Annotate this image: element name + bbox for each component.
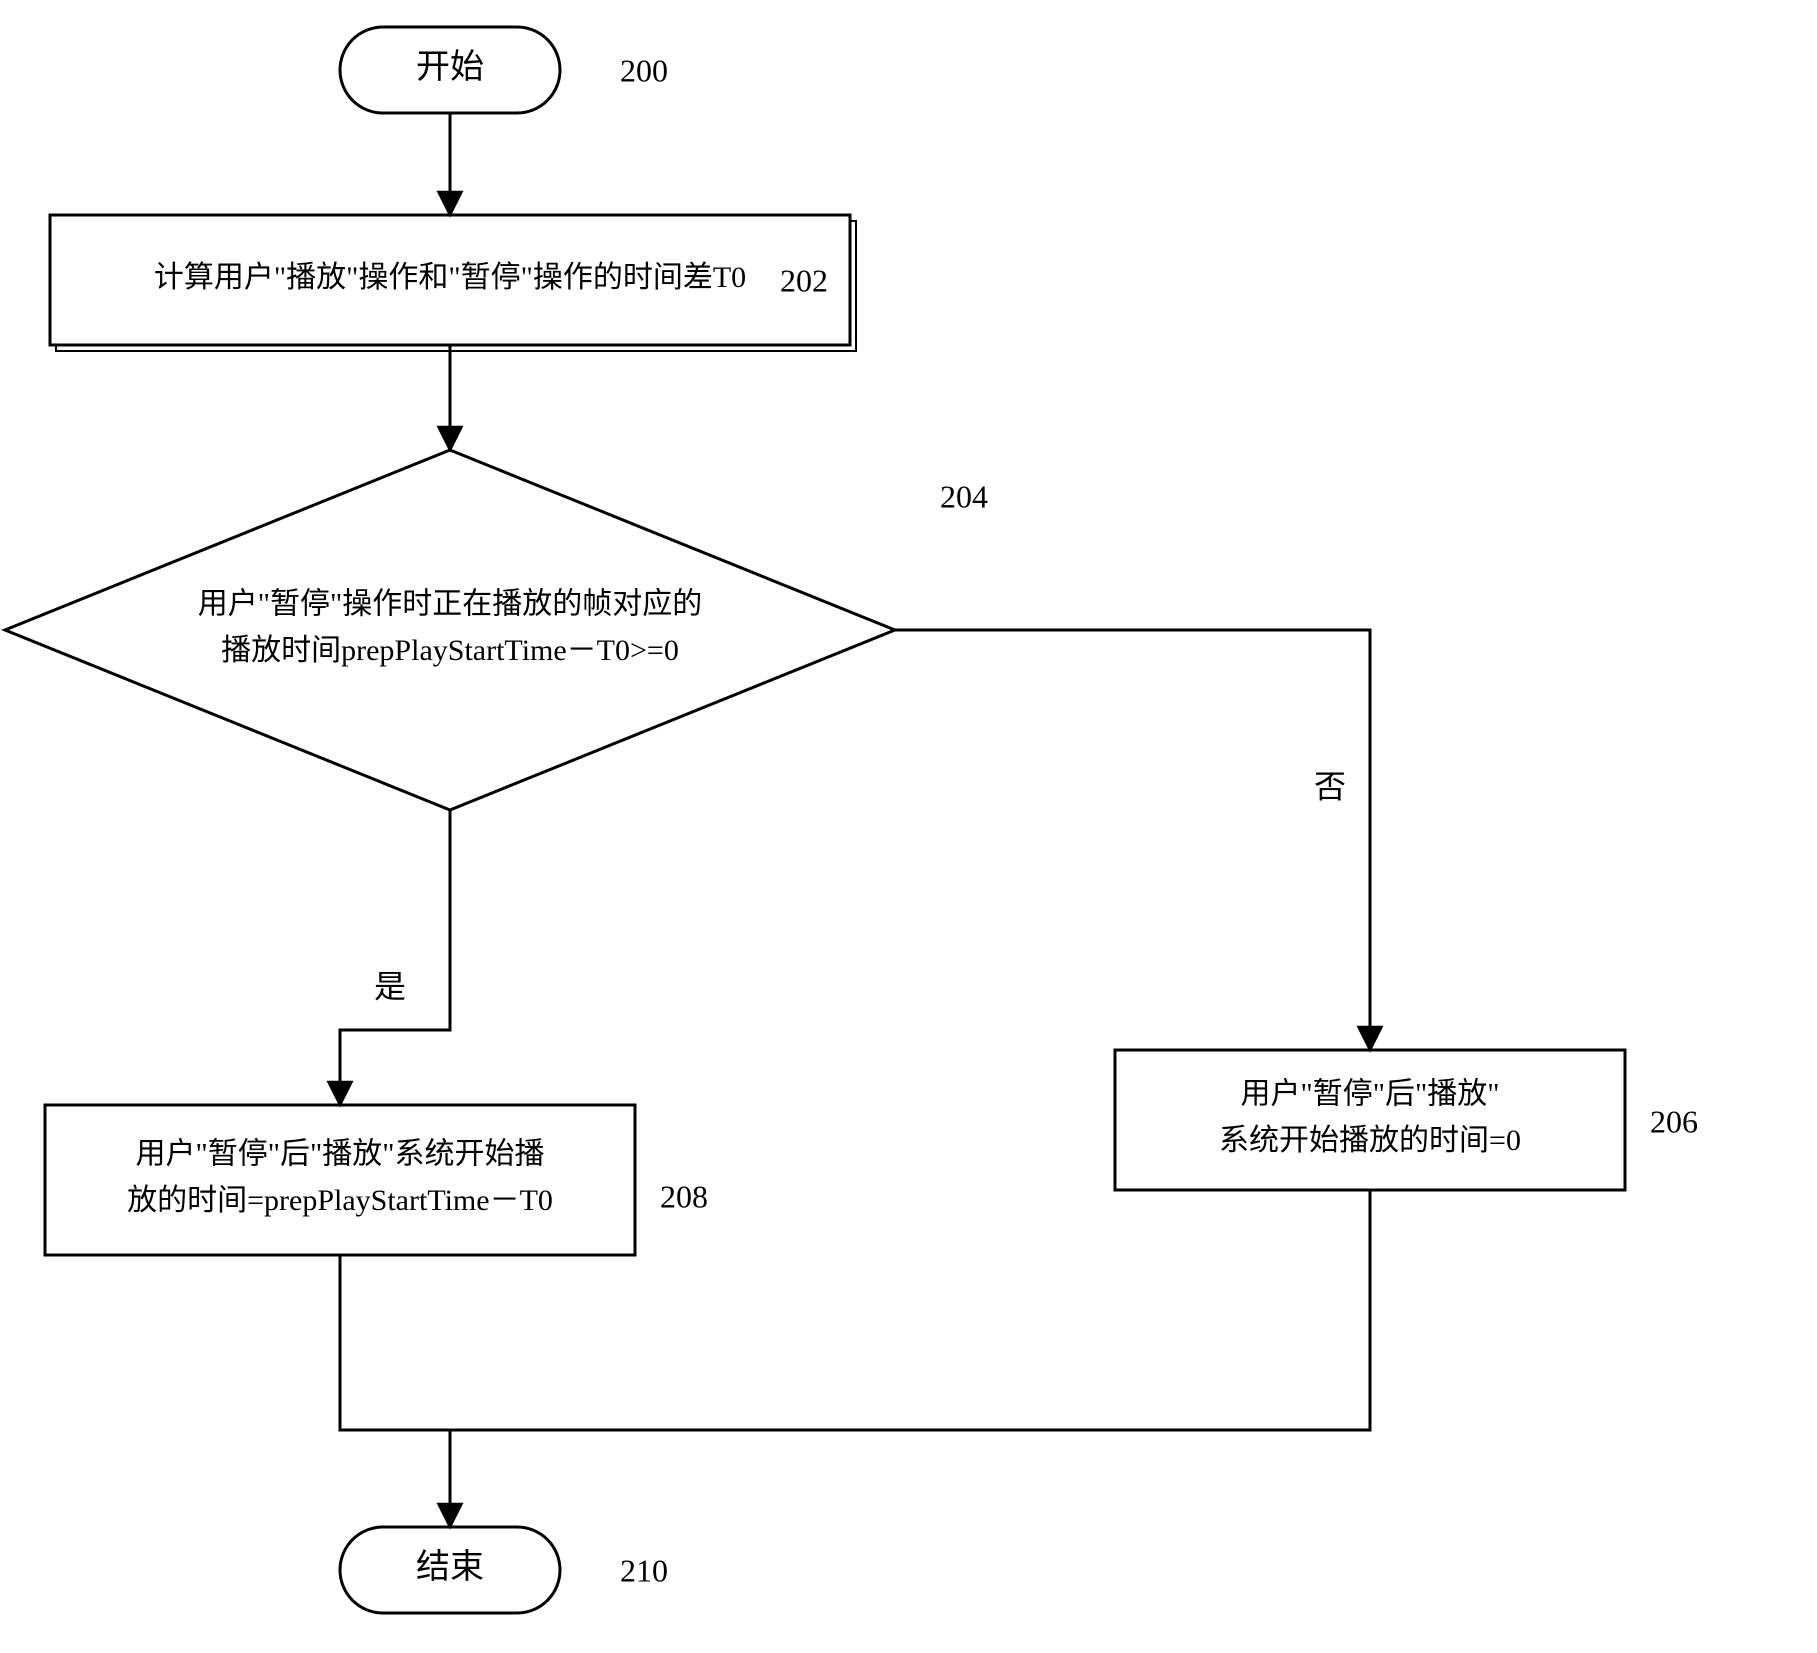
flowchart-canvas: 开始 200 计算用户"播放"操作和"暂停"操作的时间差T0 202 用户"暂停"操作时… xyxy=(0,0,1817,1653)
svg-text:结束: 结束 xyxy=(416,1548,484,1586)
svg-text:204: 204 xyxy=(940,478,988,514)
svg-text:系统开始播放的时间=0: 系统开始播放的时间=0 xyxy=(1219,1124,1521,1157)
svg-text:开始: 开始 xyxy=(416,48,484,86)
svg-text:是: 是 xyxy=(374,968,406,1004)
svg-text:200: 200 xyxy=(620,52,668,88)
svg-text:206: 206 xyxy=(1650,1103,1698,1139)
svg-text:210: 210 xyxy=(620,1552,668,1588)
svg-text:放的时间=prepPlayStartTime－T0: 放的时间=prepPlayStartTime－T0 xyxy=(127,1184,553,1217)
svg-text:否: 否 xyxy=(1314,768,1346,804)
svg-text:用户"暂停"操作时正在播放的帧对应的: 用户"暂停"操作时正在播放的帧对应的 xyxy=(198,588,703,621)
svg-text:用户"暂停"后"播放"系统开始播: 用户"暂停"后"播放"系统开始播 xyxy=(136,1138,545,1171)
svg-text:播放时间prepPlayStartTime－T0>=0: 播放时间prepPlayStartTime－T0>=0 xyxy=(221,634,679,667)
svg-text:计算用户"播放"操作和"暂停"操作的时间差T0: 计算用户"播放"操作和"暂停"操作的时间差T0 xyxy=(154,261,746,294)
svg-text:用户"暂停"后"播放": 用户"暂停"后"播放" xyxy=(1241,1078,1500,1111)
svg-text:202: 202 xyxy=(780,262,828,298)
svg-text:208: 208 xyxy=(660,1178,708,1214)
